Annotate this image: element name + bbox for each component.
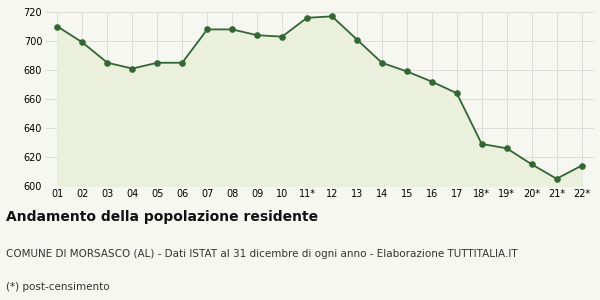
Point xyxy=(77,40,87,45)
Point xyxy=(128,66,137,71)
Point xyxy=(253,33,262,38)
Point xyxy=(277,34,287,39)
Point xyxy=(477,142,487,146)
Text: COMUNE DI MORSASCO (AL) - Dati ISTAT al 31 dicembre di ogni anno - Elaborazione : COMUNE DI MORSASCO (AL) - Dati ISTAT al … xyxy=(6,249,518,259)
Point xyxy=(227,27,237,32)
Point xyxy=(178,60,187,65)
Point xyxy=(502,146,511,151)
Point xyxy=(53,24,62,29)
Point xyxy=(202,27,212,32)
Point xyxy=(577,163,586,168)
Point xyxy=(452,91,461,96)
Point xyxy=(302,15,312,20)
Point xyxy=(552,176,562,181)
Text: Andamento della popolazione residente: Andamento della popolazione residente xyxy=(6,210,318,224)
Point xyxy=(327,14,337,19)
Point xyxy=(103,60,112,65)
Point xyxy=(402,69,412,74)
Point xyxy=(352,37,362,42)
Point xyxy=(152,60,162,65)
Text: (*) post-censimento: (*) post-censimento xyxy=(6,282,110,292)
Point xyxy=(377,60,386,65)
Point xyxy=(527,162,536,167)
Point xyxy=(427,79,437,84)
